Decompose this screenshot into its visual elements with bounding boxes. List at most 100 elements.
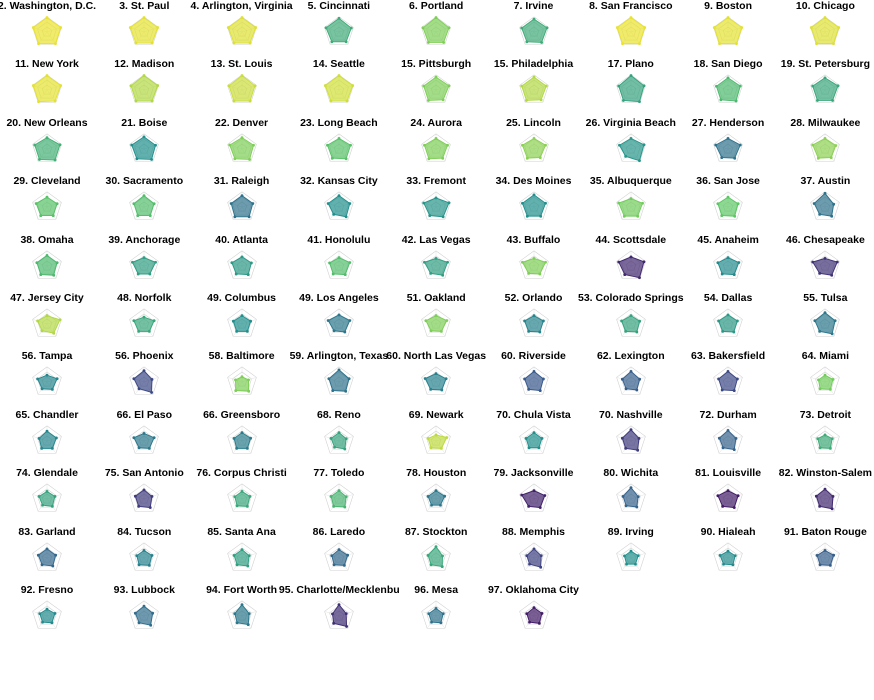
radar-grid-ring	[421, 483, 451, 512]
panel-title: 60. Riverside	[501, 350, 566, 363]
radar-area	[525, 431, 542, 449]
radar-point	[342, 563, 346, 567]
radar-panel: 92. Fresno	[0, 584, 107, 642]
radar-grid-ring	[32, 308, 62, 337]
radar-plot	[421, 366, 451, 395]
radar-area	[37, 547, 57, 567]
radar-point	[636, 448, 639, 452]
radar-point	[733, 156, 737, 160]
radar-point	[344, 40, 348, 44]
radar-point	[137, 562, 141, 566]
radar-plot	[518, 133, 549, 162]
radar-point	[830, 214, 834, 218]
radar-point	[246, 378, 250, 382]
radar-grid-ring	[713, 425, 743, 454]
radar-plot	[324, 600, 354, 629]
radar-point	[37, 495, 41, 499]
radar-plot	[129, 542, 160, 571]
radar-area	[424, 137, 449, 160]
radar-panel: 89. Irving	[571, 526, 691, 584]
radar-grid-ring	[713, 74, 743, 103]
radar-plot	[421, 483, 451, 512]
radar-plot	[324, 308, 354, 337]
radar-panel: 62. Lexington	[571, 350, 691, 408]
radar-point	[734, 436, 738, 440]
radar-point	[629, 197, 633, 201]
radar-point	[329, 436, 333, 440]
radar-plot	[323, 74, 355, 103]
radar-point	[722, 562, 726, 566]
radar-area	[718, 429, 737, 450]
radar-grid-ring	[421, 366, 451, 395]
panel-title: 79. Jacksonville	[493, 467, 574, 480]
radar-panel: 76. Corpus Christi	[182, 467, 302, 525]
radar-area	[423, 76, 450, 102]
radar-grid-ring	[421, 74, 451, 103]
panel-title: 2. Washington, D.C.	[0, 0, 97, 12]
radar-point	[536, 446, 540, 449]
radar-point	[447, 26, 451, 30]
radar-area	[521, 137, 546, 159]
radar-point	[53, 612, 57, 615]
radar-area	[718, 314, 739, 333]
radar-grid-ring	[324, 425, 354, 454]
radar-point	[642, 143, 646, 147]
radar-point	[817, 378, 821, 382]
radar-grid-ring	[32, 366, 62, 395]
radar-point	[537, 330, 541, 334]
radar-grid-ring	[518, 16, 549, 45]
radar-area	[35, 196, 58, 217]
radar-area	[816, 488, 834, 510]
radar-plot	[129, 191, 160, 220]
panel-title: 77. Toledo	[313, 467, 365, 480]
radar-area	[818, 375, 834, 391]
radar-grid-ring	[518, 483, 549, 512]
radar-point	[240, 603, 244, 607]
radar-point	[434, 607, 438, 610]
radar-point	[441, 554, 445, 557]
radar-panel: 34. Des Moines	[474, 175, 594, 233]
radar-point	[441, 215, 445, 219]
radar-grid-ring	[324, 250, 354, 279]
radar-point	[532, 76, 535, 79]
radar-point	[152, 436, 156, 439]
radar-point	[441, 612, 445, 616]
radar-point	[232, 436, 236, 440]
panel-title: 35. Albuquerque	[589, 175, 672, 188]
radar-point	[629, 428, 633, 431]
radar-plot	[226, 308, 257, 337]
radar-grid-ring	[518, 425, 549, 454]
radar-plot	[518, 74, 549, 103]
radar-panel: 35. Albuquerque	[571, 175, 691, 233]
panel-title: 46. Chesapeake	[785, 233, 865, 246]
radar-plot	[810, 542, 841, 571]
radar-plot	[32, 425, 62, 454]
radar-point	[152, 202, 156, 206]
radar-point	[323, 84, 327, 88]
panel-title: 44. Scottsdale	[595, 233, 667, 246]
radar-point	[532, 193, 535, 197]
radar-point	[624, 387, 628, 391]
radar-point	[231, 319, 235, 323]
radar-point	[330, 553, 334, 557]
radar-point	[819, 446, 822, 449]
radar-grid-ring	[324, 483, 354, 512]
radar-area	[523, 371, 544, 392]
radar-point	[348, 319, 352, 322]
radar-point	[446, 260, 450, 264]
radar-panel: 15. Philadelphia	[474, 58, 594, 116]
radar-point	[617, 143, 621, 147]
radar-plot	[810, 366, 841, 395]
radar-grid-ring	[518, 542, 549, 571]
radar-point	[134, 494, 138, 498]
radar-point	[637, 275, 641, 279]
radar-point	[726, 313, 730, 317]
radar-plot	[226, 16, 257, 45]
radar-panel: 81. Louisville	[668, 467, 788, 525]
panel-title: 23. Long Beach	[300, 116, 378, 129]
radar-plot	[421, 600, 451, 629]
radar-panel: 33. Fremont	[376, 175, 496, 233]
radar-point	[58, 143, 62, 147]
radar-point	[736, 202, 740, 206]
radar-point	[54, 436, 58, 440]
